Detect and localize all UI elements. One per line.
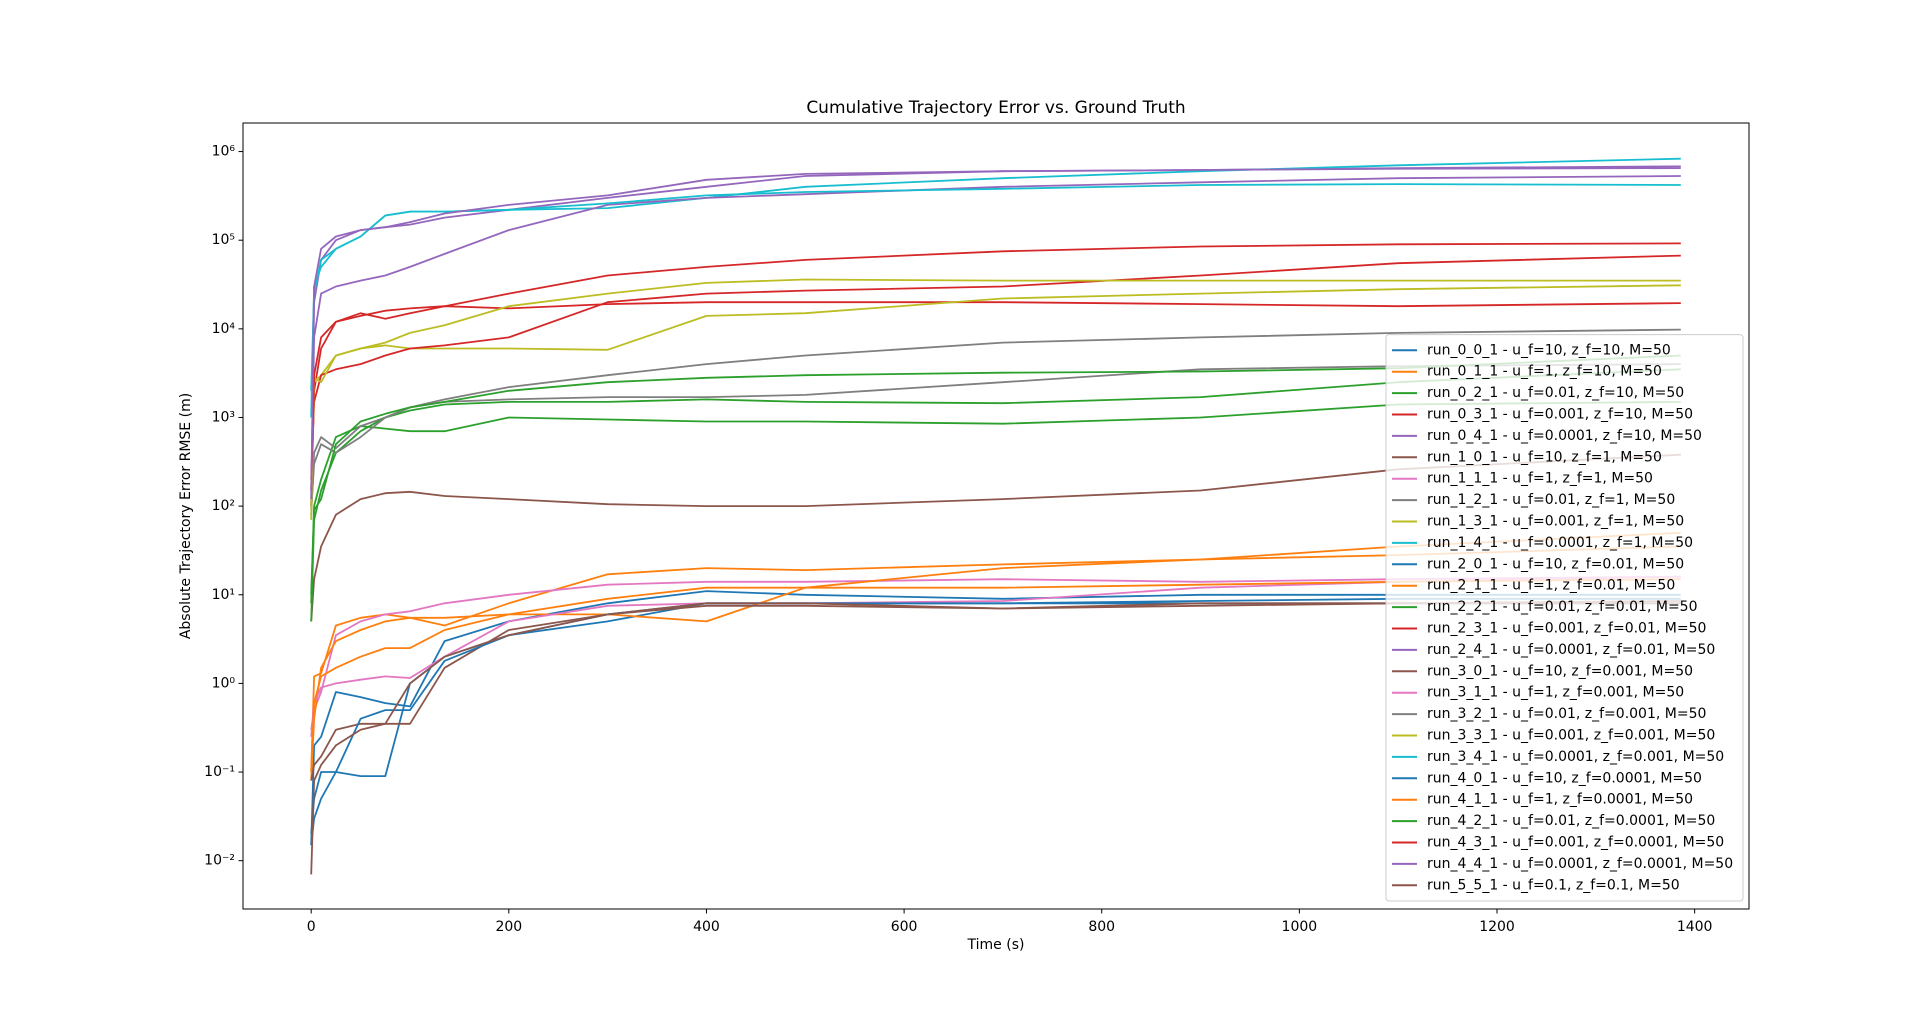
legend-label: run_0_0_1 - u_f=10, z_f=10, M=50 [1427, 342, 1671, 358]
plot-area [310, 157, 1681, 875]
series-line [310, 597, 1681, 846]
y-tick-label: 10⁻¹ [204, 764, 235, 780]
legend-label: run_3_3_1 - u_f=0.001, z_f=0.001, M=50 [1427, 728, 1715, 744]
legend-label: run_4_0_1 - u_f=10, z_f=0.0001, M=50 [1427, 770, 1702, 786]
series-line [310, 183, 1681, 391]
y-tick-label: 10² [212, 498, 235, 514]
legend-label: run_2_0_1 - u_f=10, z_f=0.01, M=50 [1427, 556, 1684, 572]
legend-label: run_5_5_1 - u_f=0.1, z_f=0.1, M=50 [1427, 877, 1680, 893]
legend-label: run_0_3_1 - u_f=0.001, z_f=10, M=50 [1427, 407, 1693, 423]
chart-title: Cumulative Trajectory Error vs. Ground T… [806, 98, 1185, 118]
legend-label: run_0_1_1 - u_f=1, z_f=10, M=50 [1427, 364, 1662, 380]
series-line [310, 175, 1681, 491]
series-line [310, 578, 1681, 773]
x-tick-label: 1400 [1677, 919, 1713, 935]
legend-label: run_2_4_1 - u_f=0.0001, z_f=0.01, M=50 [1427, 642, 1715, 658]
legend-label: run_4_1_1 - u_f=1, z_f=0.0001, M=50 [1427, 792, 1693, 808]
legend-label: run_1_3_1 - u_f=0.001, z_f=1, M=50 [1427, 514, 1684, 530]
series-line [310, 354, 1681, 604]
x-tick-label: 800 [1088, 919, 1115, 935]
x-tick-label: 1200 [1479, 919, 1515, 935]
series-line [310, 242, 1681, 491]
y-tick-label: 10⁰ [212, 675, 236, 691]
x-tick-label: 200 [495, 919, 522, 935]
series-line [310, 590, 1681, 846]
series-line [310, 401, 1681, 595]
legend: run_0_0_1 - u_f=10, z_f=10, M=50 run_0_1_… [1385, 334, 1744, 902]
series-line [310, 575, 1681, 730]
legend-label: run_1_1_1 - u_f=1, z_f=1, M=50 [1427, 471, 1653, 487]
legend-label: run_3_2_1 - u_f=0.01, z_f=0.001, M=50 [1427, 706, 1706, 722]
x-tick-label: 600 [891, 919, 918, 935]
y-tick-label: 10⁴ [212, 321, 236, 337]
legend-label: run_4_2_1 - u_f=0.01, z_f=0.0001, M=50 [1427, 813, 1715, 829]
x-tick-label: 1000 [1282, 919, 1318, 935]
legend-label: run_1_4_1 - u_f=0.0001, z_f=1, M=50 [1427, 535, 1693, 551]
x-axis-label: Time (s) [967, 937, 1025, 953]
legend-box [1385, 334, 1744, 902]
legend-label: run_2_3_1 - u_f=0.001, z_f=0.01, M=50 [1427, 621, 1706, 637]
legend-label: run_1_0_1 - u_f=10, z_f=1, M=50 [1427, 449, 1662, 465]
legend-label: run_0_2_1 - u_f=0.01, z_f=10, M=50 [1427, 385, 1684, 401]
legend-label: run_4_4_1 - u_f=0.0001, z_f=0.0001, M=50 [1427, 856, 1733, 872]
series-line [310, 545, 1681, 781]
y-axis-label: Absolute Trajectory Error RMSE (m) [178, 393, 194, 639]
legend-label: run_1_2_1 - u_f=0.01, z_f=1, M=50 [1427, 492, 1675, 508]
y-tick-label: 10⁻² [204, 853, 235, 869]
series-line [310, 284, 1681, 507]
series-line [310, 167, 1681, 500]
x-tick-label: 0 [307, 919, 316, 935]
series-line [310, 301, 1681, 507]
y-tick-label: 10⁵ [212, 232, 235, 248]
series-line [310, 600, 1681, 875]
legend-label: run_4_3_1 - u_f=0.001, z_f=0.0001, M=50 [1427, 835, 1724, 851]
series-line [310, 328, 1681, 515]
legend-label: run_3_0_1 - u_f=10, z_f=0.001, M=50 [1427, 663, 1693, 679]
legend-label: run_3_1_1 - u_f=1, z_f=0.001, M=50 [1427, 685, 1684, 701]
y-tick-label: 10⁶ [212, 144, 236, 160]
legend-label: run_2_2_1 - u_f=0.01, z_f=0.01, M=50 [1427, 599, 1697, 615]
legend-label: run_3_4_1 - u_f=0.0001, z_f=0.001, M=50 [1427, 749, 1724, 765]
series-line [310, 363, 1681, 511]
series-line [310, 575, 1681, 737]
x-tick-label: 400 [693, 919, 720, 935]
legend-label: run_0_4_1 - u_f=0.0001, z_f=10, M=50 [1427, 428, 1702, 444]
axes-frame [242, 122, 1750, 910]
series-line [310, 453, 1681, 622]
y-tick-label: 10³ [212, 409, 235, 425]
y-tick-label: 10¹ [212, 587, 235, 603]
legend-label: run_2_1_1 - u_f=1, z_f=0.01, M=50 [1427, 578, 1675, 594]
series-line [310, 531, 1681, 773]
series-line [310, 278, 1681, 520]
